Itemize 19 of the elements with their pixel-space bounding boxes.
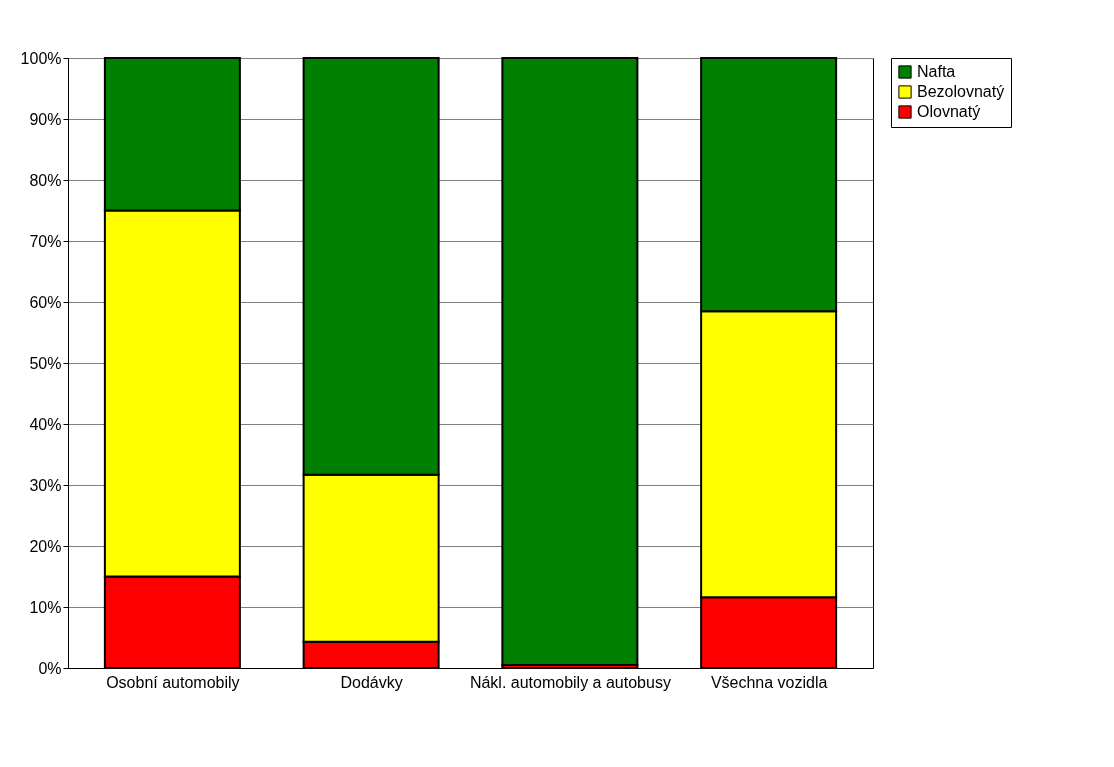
- x-tick-label: Osobní automobily: [106, 673, 240, 691]
- y-tick-label: 80%: [29, 171, 62, 189]
- legend-label: Nafta: [917, 63, 956, 80]
- y-tick-label: 50%: [29, 354, 62, 372]
- legend-label: Olovnatý: [917, 103, 981, 120]
- y-tick-label: 10%: [29, 598, 62, 616]
- y-tick-label: 0%: [38, 659, 62, 677]
- y-tick-label: 30%: [29, 476, 62, 494]
- y-tick-label: 60%: [29, 293, 62, 311]
- x-tick-label: Všechna vozidla: [710, 673, 828, 691]
- y-tick-label: 40%: [29, 415, 62, 433]
- y-tick-label: 20%: [29, 537, 62, 555]
- bar: [501, 57, 639, 666]
- x-tick-label: Nákl. automobily a autobusy: [469, 673, 671, 691]
- x-tick-label: Dodávky: [340, 673, 403, 691]
- y-tick-label: 100%: [20, 49, 62, 67]
- legend-label: Bezolovnatý: [917, 83, 1005, 100]
- y-tick-label: 70%: [29, 232, 62, 250]
- y-tick-label: 90%: [29, 110, 62, 128]
